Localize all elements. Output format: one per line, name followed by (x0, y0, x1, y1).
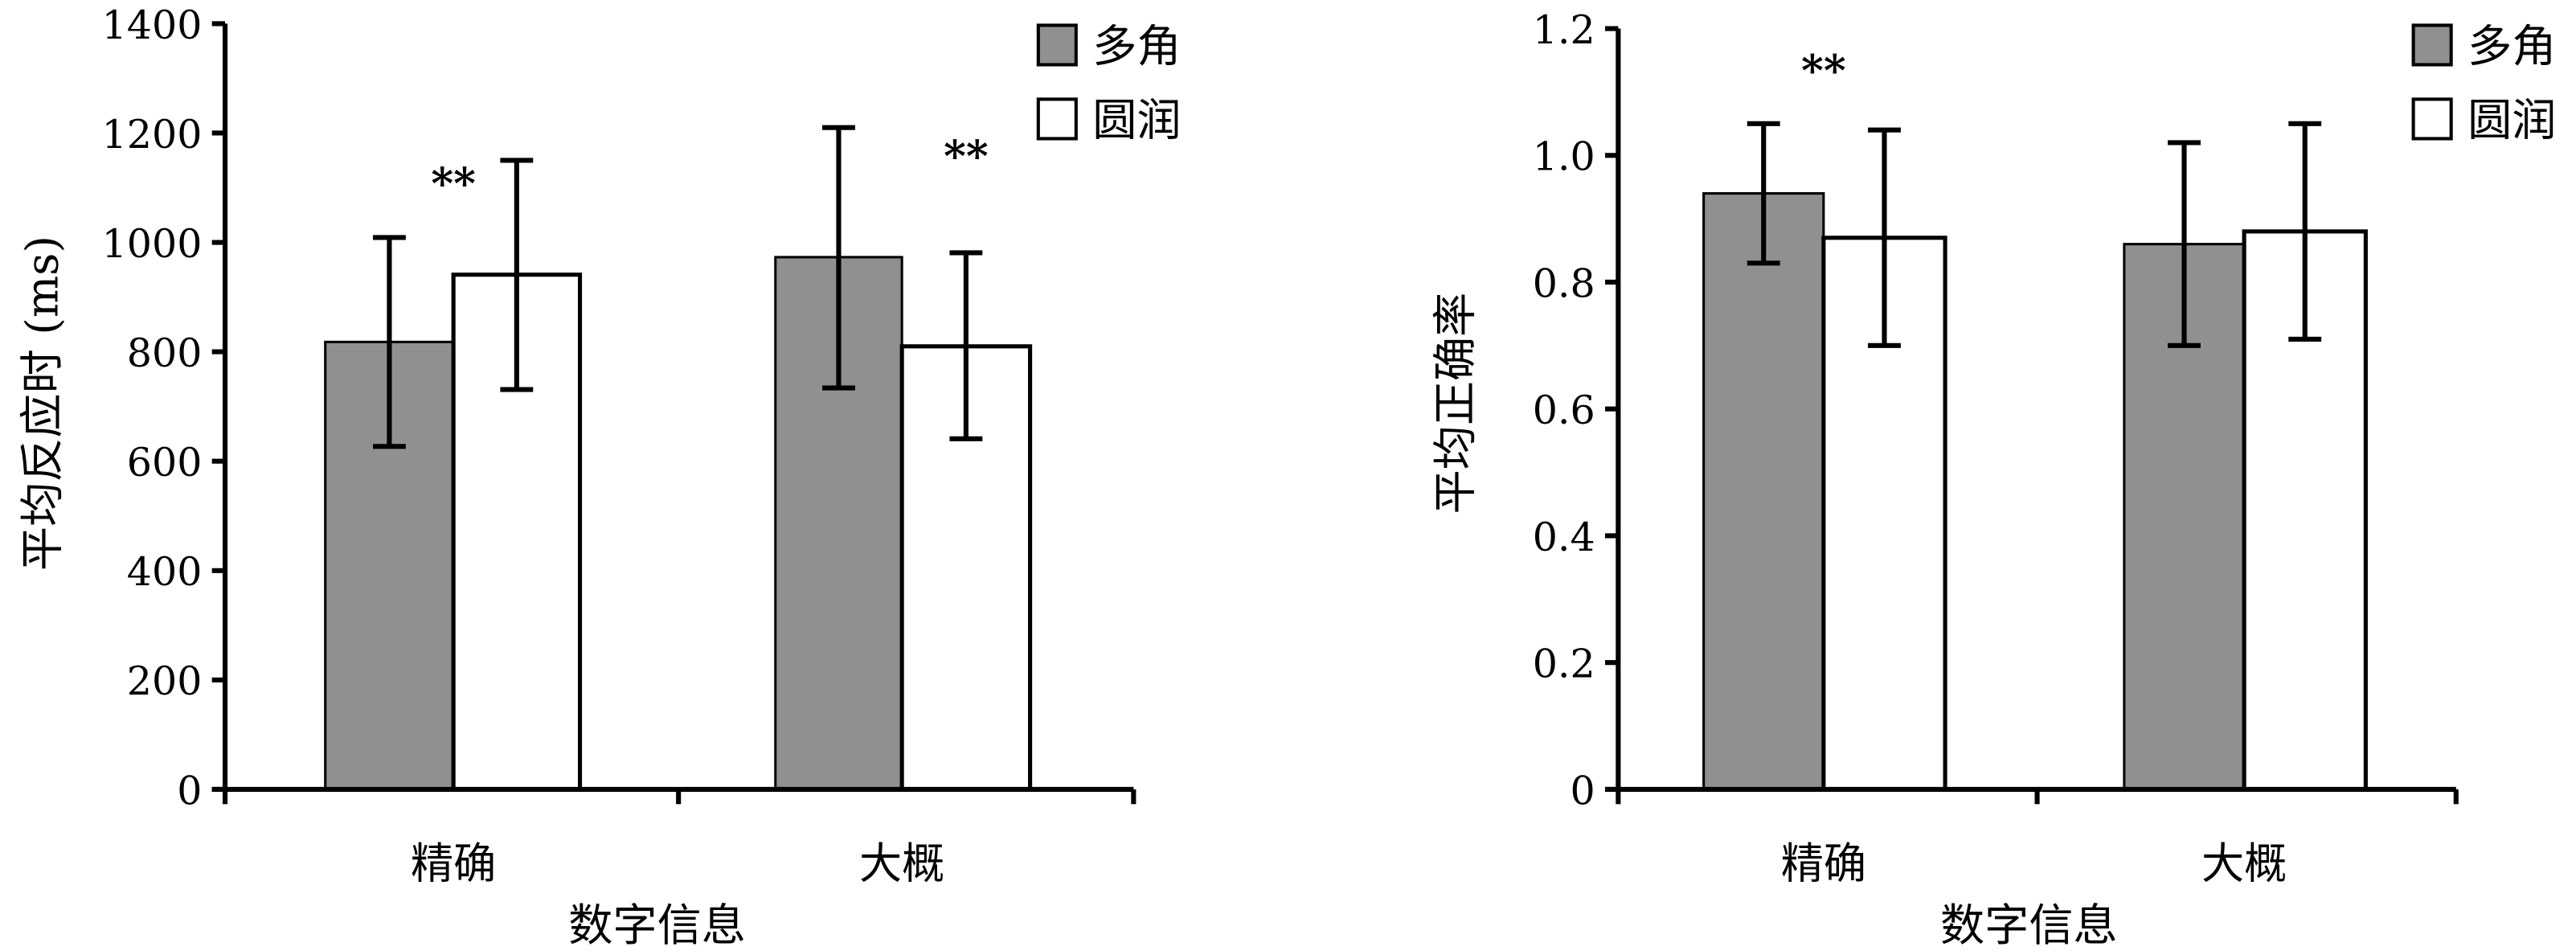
legend-label: 圆润 (2467, 95, 2556, 146)
significance-marker: ** (944, 131, 989, 182)
significance-marker: ** (431, 158, 476, 209)
y-tick-label: 0.8 (1533, 260, 1595, 306)
y-tick-label: 1.0 (1533, 133, 1595, 180)
y-tick-label: 1.2 (1533, 6, 1595, 53)
legend-label: 多角 (1092, 21, 1181, 72)
x-category-label: 大概 (859, 838, 944, 888)
x-axis-label: 数字信息 (1940, 900, 2118, 951)
error-bar (822, 125, 855, 391)
y-tick-label: 0.6 (1533, 387, 1595, 433)
x-axis-label: 数字信息 (568, 900, 746, 951)
error-bar (1747, 121, 1780, 266)
error-bar (1868, 127, 1901, 348)
legend-label: 多角 (2467, 21, 2556, 72)
legend-swatch (2411, 23, 2453, 67)
y-tick-label: 0 (177, 767, 202, 814)
legend-label: 圆润 (1092, 95, 1181, 146)
y-tick-label: 1000 (102, 220, 203, 267)
error-bar (949, 250, 983, 441)
bar-多角-精确 (1702, 192, 1825, 791)
y-tick-label: 1400 (102, 2, 203, 48)
y-tick-label: 600 (127, 439, 203, 486)
y-tick-label: 200 (127, 658, 203, 704)
y-tick-label: 0.4 (1533, 514, 1595, 560)
legend-swatch (2411, 97, 2453, 141)
y-axis-label: 平均正确率 (1430, 293, 1481, 514)
y-tick-label: 400 (127, 548, 203, 595)
legend-swatch (1036, 97, 1078, 141)
error-bar (2168, 140, 2201, 348)
y-tick-label: 1200 (102, 111, 203, 158)
x-category-label: 精确 (1781, 838, 1866, 888)
y-tick-label: 0.2 (1533, 641, 1595, 687)
error-bar (372, 235, 406, 449)
error-bar (500, 158, 534, 392)
y-axis-label: 平均反应时 (ms) (18, 236, 69, 571)
legend-swatch (1036, 23, 1078, 67)
x-category-label: 精确 (411, 838, 496, 888)
error-bar (2288, 121, 2322, 342)
x-category-label: 大概 (2201, 838, 2287, 888)
y-tick-label: 0 (1571, 767, 1595, 814)
y-tick-label: 800 (127, 330, 203, 376)
significance-marker: ** (1801, 46, 1846, 96)
bar-圆润-大概 (899, 344, 1033, 792)
